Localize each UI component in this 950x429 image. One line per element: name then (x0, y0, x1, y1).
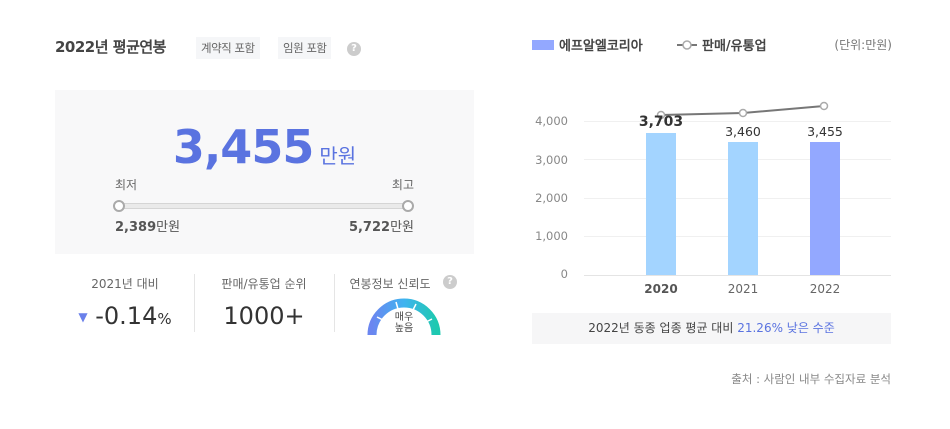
bar-2022[interactable] (810, 142, 840, 275)
max-label: 최고 (391, 178, 414, 192)
yoy-value: ▼ -0.14% (78, 302, 172, 330)
x-label-2021: 2021 (727, 282, 759, 296)
yoy-label: 2021년 대비 (91, 277, 159, 291)
bar-value-2020: 3,703 (638, 114, 684, 130)
bar-value-2022: 3,455 (807, 124, 843, 139)
question-icon[interactable]: ? (443, 275, 457, 289)
gridline (584, 121, 891, 122)
max-knob (402, 200, 414, 212)
rank-label: 판매/유통업 순위 (221, 277, 307, 291)
industry-comparison-note: 2022년 동종 업종 평균 대비 21.26% 낮은 수준 (532, 313, 891, 344)
y-tick: 3,000 (535, 153, 568, 167)
down-arrow-icon: ▼ (78, 310, 88, 324)
question-icon[interactable]: ? (347, 42, 361, 56)
bar-2020[interactable] (646, 133, 676, 275)
bar-legend-swatch (532, 40, 554, 50)
rank-value: 1000+ (223, 302, 305, 330)
divider (194, 274, 195, 332)
line-legend-label: 판매/유통업 (702, 39, 767, 54)
divider (334, 274, 335, 332)
bar-value-2021: 3,460 (725, 124, 761, 139)
bar-2021[interactable] (728, 142, 758, 275)
x-label-2020: 2020 (644, 282, 678, 296)
page-title: 2022년 평균연봉 (55, 38, 166, 56)
gauge-text: 매우 높음 (394, 312, 414, 334)
source-text: 출처 : 사람인 내부 수집자료 분석 (731, 372, 891, 386)
y-tick: 1,000 (535, 229, 568, 243)
unit-note: (단위:만원) (834, 38, 892, 52)
max-salary: 5,722만원 (348, 220, 414, 235)
y-tick: 0 (560, 267, 568, 281)
salary-summary-panel: 3,455 만원 최저 최고 2,389만원 5,722만원 (55, 90, 474, 254)
industry-line (656, 101, 829, 120)
reliability-label: 연봉정보 신뢰도 (349, 277, 431, 291)
y-tick: 4,000 (535, 114, 568, 128)
bar-legend-label: 에프알엘코리아 (559, 39, 643, 54)
x-label-2022: 2022 (809, 282, 841, 296)
y-tick: 2,000 (535, 191, 568, 205)
min-salary: 2,389만원 (115, 220, 181, 235)
salary-range-track (117, 203, 409, 209)
contract-included-tag: 계약직 포함 (196, 37, 260, 59)
executive-included-tag: 임원 포함 (278, 37, 332, 59)
average-salary: 3,455 만원 (172, 120, 357, 174)
line-legend-icon (677, 40, 697, 50)
min-knob (113, 200, 125, 212)
min-label: 최저 (115, 178, 138, 192)
x-axis (584, 275, 891, 276)
reliability-gauge (367, 298, 441, 335)
